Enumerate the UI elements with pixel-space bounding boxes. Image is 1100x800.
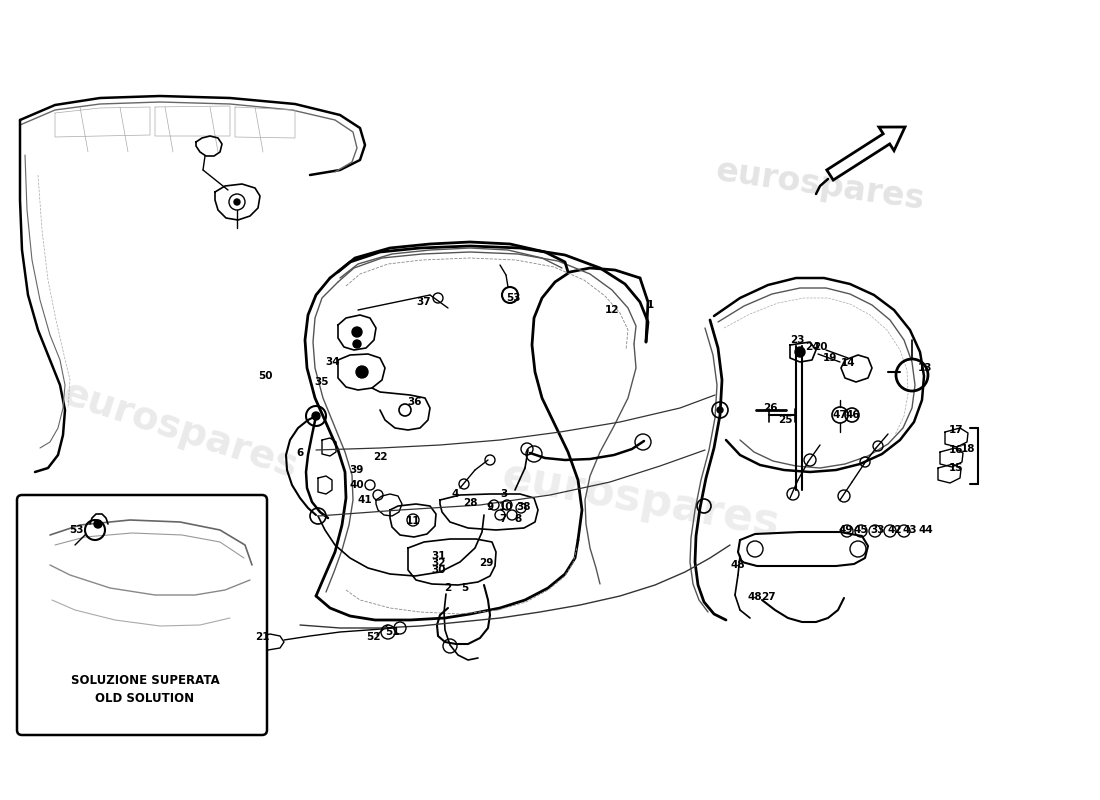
Text: 33: 33 [871,525,886,535]
Text: 23: 23 [790,335,804,345]
Text: 2: 2 [444,583,452,593]
Text: 24: 24 [805,342,820,352]
Text: 48: 48 [748,592,762,602]
Text: 26: 26 [762,403,778,413]
Text: 30: 30 [431,565,447,575]
Text: 32: 32 [431,558,447,568]
Text: 12: 12 [605,305,619,315]
Text: 39: 39 [350,465,364,475]
Text: 45: 45 [854,525,868,535]
Text: 18: 18 [960,444,976,454]
Text: 28: 28 [463,498,477,508]
Text: 5: 5 [461,583,469,593]
Text: 15: 15 [948,463,964,473]
Text: eurospares: eurospares [57,374,303,486]
Text: 6: 6 [296,448,304,458]
Circle shape [234,199,240,205]
Text: 44: 44 [918,525,934,535]
Text: 31: 31 [431,551,447,561]
FancyArrow shape [827,127,905,180]
Text: 16: 16 [948,445,964,455]
Text: 41: 41 [358,495,372,505]
Text: 53: 53 [68,525,84,535]
Text: 9: 9 [486,502,494,512]
Text: 7: 7 [499,514,507,524]
Text: 36: 36 [408,397,422,407]
Text: 25: 25 [778,415,792,425]
Text: 27: 27 [761,592,776,602]
Text: 3: 3 [500,489,507,499]
Circle shape [352,327,362,337]
Text: 48: 48 [730,560,746,570]
Circle shape [717,407,723,413]
Text: 49: 49 [838,525,854,535]
Text: 22: 22 [373,452,387,462]
Text: 17: 17 [948,425,964,435]
Text: 43: 43 [903,525,917,535]
Text: 51: 51 [385,627,399,637]
Text: 19: 19 [823,353,837,363]
Text: 40: 40 [350,480,364,490]
Text: 46: 46 [846,410,860,420]
Circle shape [353,340,361,348]
Text: 50: 50 [257,371,273,381]
Text: eurospares: eurospares [714,154,926,216]
Circle shape [94,520,102,528]
Text: 34: 34 [326,357,340,367]
Text: eurospares: eurospares [497,454,782,546]
Text: 37: 37 [417,297,431,307]
Circle shape [312,412,320,420]
Text: 38: 38 [517,502,531,512]
Text: SOLUZIONE SUPERATA: SOLUZIONE SUPERATA [70,674,219,686]
Text: OLD SOLUTION: OLD SOLUTION [96,691,195,705]
Text: 14: 14 [840,358,856,368]
FancyBboxPatch shape [16,495,267,735]
Text: 13: 13 [917,363,933,373]
Text: 1: 1 [647,300,653,310]
Text: 42: 42 [888,525,902,535]
Text: 53: 53 [506,293,520,303]
Text: 20: 20 [813,342,827,352]
Text: 11: 11 [406,516,420,526]
Text: 52: 52 [365,632,381,642]
Text: 8: 8 [515,514,521,524]
Text: 47: 47 [833,410,847,420]
Text: 21: 21 [255,632,270,642]
Circle shape [356,366,369,378]
Text: 35: 35 [315,377,329,387]
Text: 29: 29 [478,558,493,568]
Text: 10: 10 [498,502,514,512]
Text: 4: 4 [451,489,459,499]
Circle shape [795,347,805,357]
